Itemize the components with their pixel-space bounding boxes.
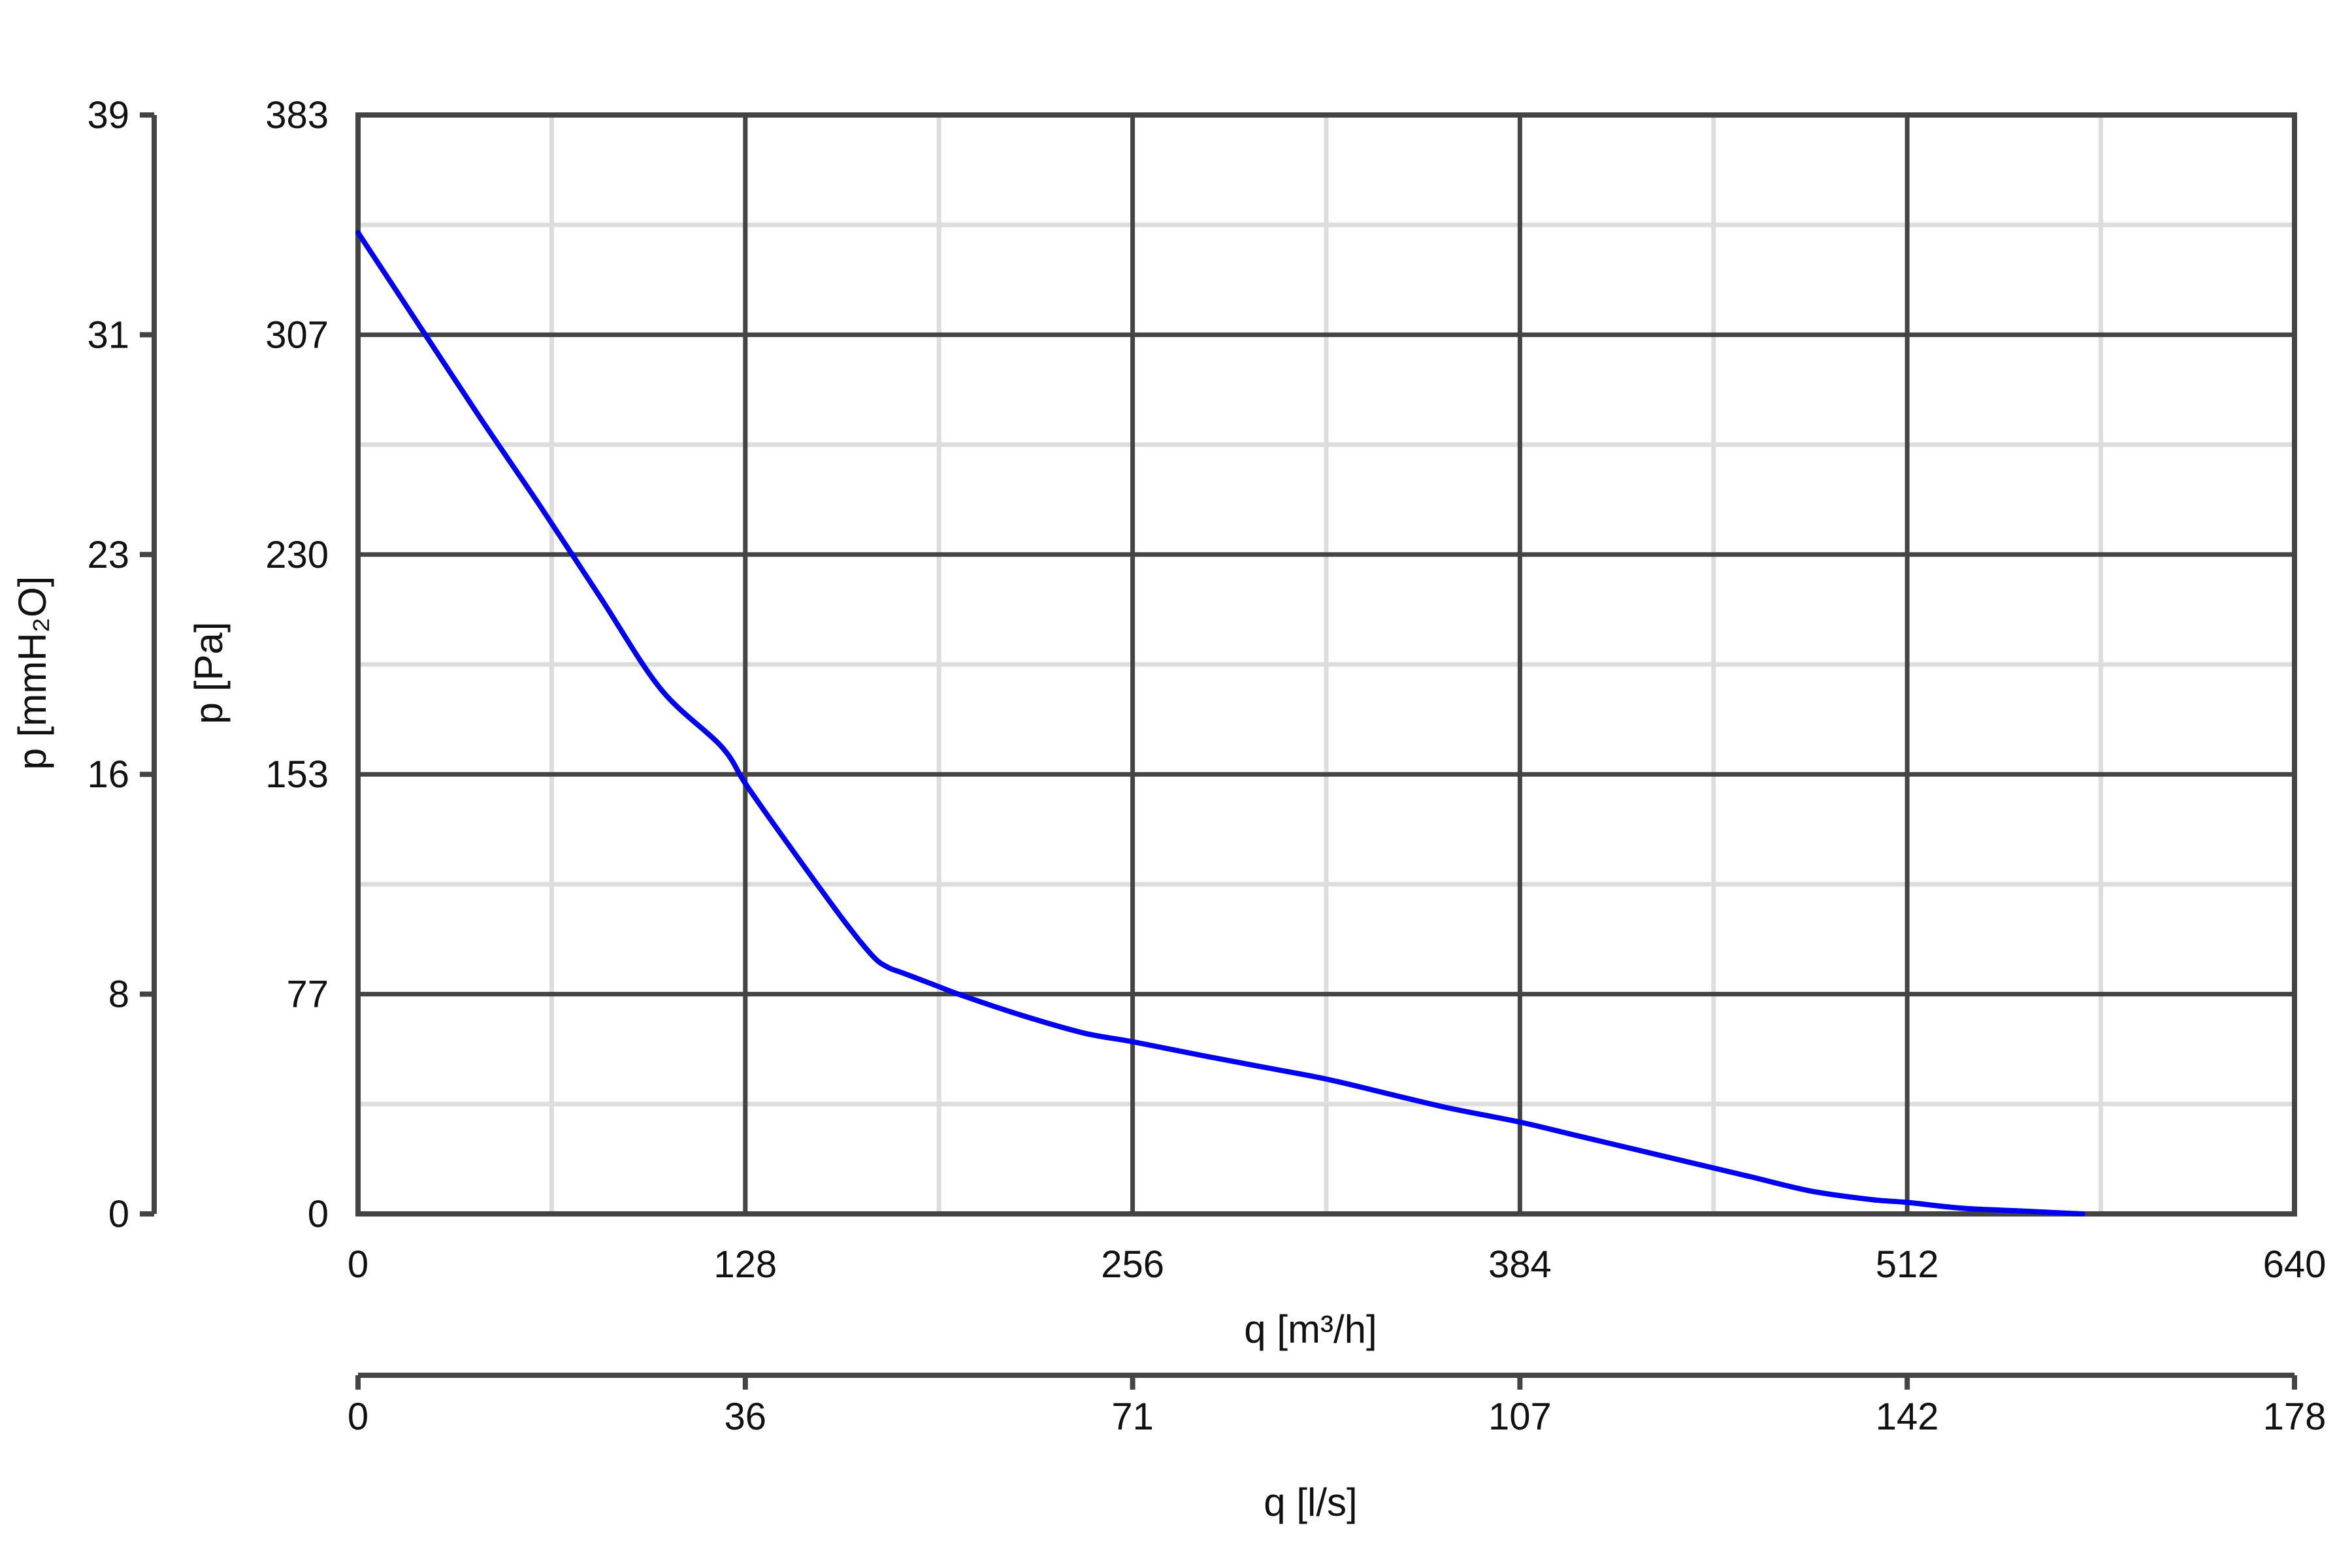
x-tick-label: 512 xyxy=(1876,1243,1939,1286)
secondary-x-tick-label: 178 xyxy=(2263,1396,2327,1438)
secondary-y-tick-label: 31 xyxy=(87,314,129,356)
x-tick-label: 0 xyxy=(348,1243,368,1286)
secondary-x-tick-label: 107 xyxy=(1488,1396,1552,1438)
y-tick-label: 0 xyxy=(308,1193,329,1235)
secondary-x-tick-label: 142 xyxy=(1876,1396,1939,1438)
minor-grid xyxy=(358,115,2295,1214)
y-tick-label: 307 xyxy=(265,314,329,356)
y-tick-label: 153 xyxy=(265,753,329,796)
x-tick-label: 256 xyxy=(1101,1243,1164,1286)
secondary-y-tick-label: 16 xyxy=(87,753,129,796)
secondary-y-tick-label: 8 xyxy=(108,973,129,1016)
secondary-y-axis-title: p [mmH₂O] xyxy=(10,576,54,770)
secondary-x-axis-title: q [l/s] xyxy=(1264,1480,1357,1524)
secondary-x-tick-label: 0 xyxy=(348,1396,368,1438)
series-layer xyxy=(355,230,2085,1217)
y-tick-label: 230 xyxy=(265,534,329,576)
y-tick-label: 383 xyxy=(265,94,329,137)
major-grid xyxy=(358,115,2295,1214)
secondary-y-tick-label: 23 xyxy=(87,534,129,576)
y-tick-label: 77 xyxy=(286,973,329,1016)
y-axis-title: p [Pa] xyxy=(187,622,231,725)
x-tick-label: 128 xyxy=(713,1243,777,1286)
secondary-y-tick-label: 39 xyxy=(87,94,129,137)
secondary-y-tick-label: 0 xyxy=(108,1193,129,1235)
x-tick-label: 384 xyxy=(1488,1243,1552,1286)
x-axis-title: q [m³/h] xyxy=(1244,1307,1377,1351)
x-tick-label: 640 xyxy=(2263,1243,2327,1286)
plot-frame xyxy=(355,112,2297,1217)
secondary-x-tick-label: 71 xyxy=(1111,1396,1154,1438)
secondary-x-tick-label: 36 xyxy=(725,1396,767,1438)
series-line-0 xyxy=(355,230,2085,1217)
